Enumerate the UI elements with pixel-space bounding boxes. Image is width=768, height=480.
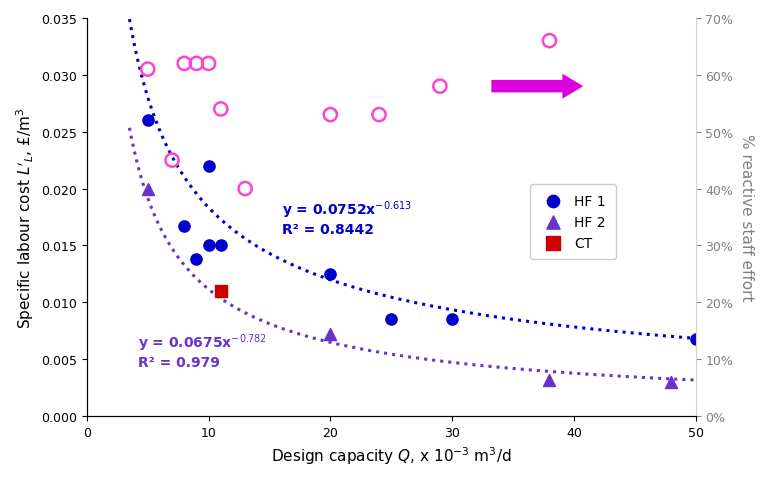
Point xyxy=(178,60,190,68)
HF 2 xyxy=(665,378,677,386)
Point xyxy=(141,66,154,74)
CT xyxy=(214,288,227,295)
Point xyxy=(190,60,203,68)
Point xyxy=(239,185,251,193)
HF 2 xyxy=(543,376,555,384)
HF 1 xyxy=(324,271,336,278)
HF 1 xyxy=(190,256,203,264)
Legend: HF 1, HF 2, CT: HF 1, HF 2, CT xyxy=(530,185,616,260)
HF 1 xyxy=(214,242,227,250)
Text: y = 0.0675x$^{-0.782}$
R² = 0.979: y = 0.0675x$^{-0.782}$ R² = 0.979 xyxy=(138,332,267,369)
Y-axis label: Specific labour cost $L'_L$, £/m$^3$: Specific labour cost $L'_L$, £/m$^3$ xyxy=(14,107,35,328)
Point xyxy=(434,83,446,91)
Text: y = 0.0752x$^{-0.613}$
R² = 0.8442: y = 0.0752x$^{-0.613}$ R² = 0.8442 xyxy=(282,199,412,237)
Point xyxy=(166,157,178,165)
HF 1 xyxy=(203,163,215,170)
HF 2 xyxy=(324,331,336,338)
Point xyxy=(203,60,215,68)
HF 2 xyxy=(141,185,154,193)
Y-axis label: % reactive staff effort: % reactive staff effort xyxy=(739,134,754,301)
X-axis label: Design capacity $Q$, x 10$^{-3}$ m$^3$/d: Design capacity $Q$, x 10$^{-3}$ m$^3$/d xyxy=(271,444,511,466)
HF 1 xyxy=(385,316,397,324)
Point xyxy=(324,111,336,119)
Point xyxy=(373,111,386,119)
Point xyxy=(543,38,555,46)
HF 1 xyxy=(141,117,154,125)
HF 1 xyxy=(690,335,702,343)
HF 1 xyxy=(203,242,215,250)
Point xyxy=(214,106,227,114)
HF 1 xyxy=(446,316,458,324)
HF 1 xyxy=(178,223,190,230)
